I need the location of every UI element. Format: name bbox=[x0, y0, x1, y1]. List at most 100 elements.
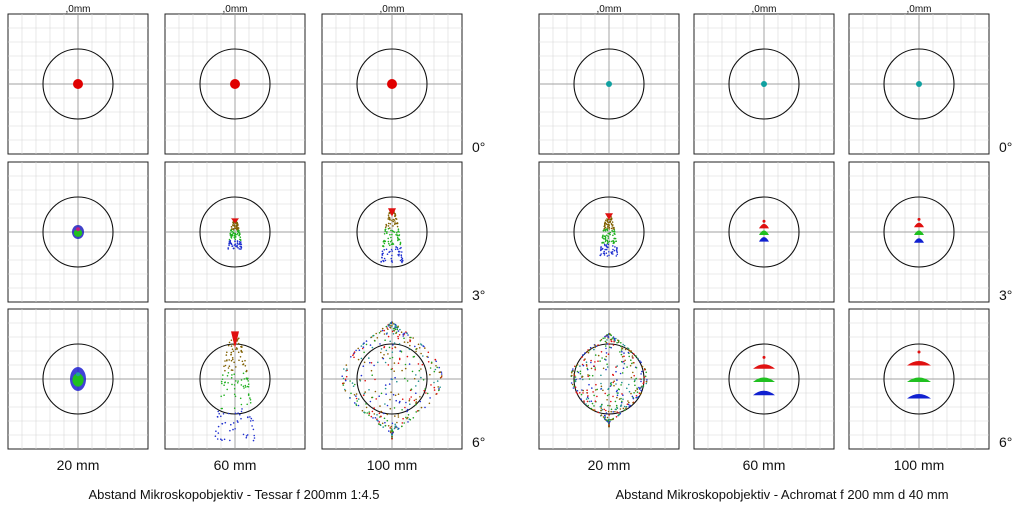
spot-ray bbox=[378, 423, 381, 426]
spot-ray bbox=[595, 383, 597, 386]
spot-ray bbox=[239, 239, 242, 242]
spot-ray bbox=[370, 336, 373, 339]
spot-ray bbox=[241, 408, 243, 410]
spot-ray bbox=[609, 385, 612, 387]
spot-ray bbox=[402, 417, 404, 420]
spot-ray bbox=[407, 414, 410, 416]
distance-label: 60 mm bbox=[214, 457, 257, 473]
spot-ray bbox=[612, 224, 614, 226]
spot-ray bbox=[582, 364, 585, 367]
spot-ray bbox=[411, 370, 414, 373]
spot-ray bbox=[389, 357, 391, 360]
spot-ray bbox=[220, 415, 222, 418]
spot-ray bbox=[388, 212, 391, 214]
spot-ray bbox=[233, 244, 236, 246]
spot-ray bbox=[247, 394, 250, 397]
spot-ray bbox=[585, 361, 588, 364]
spot-ray bbox=[237, 421, 239, 423]
spot-ray bbox=[601, 408, 604, 411]
spot-ray bbox=[609, 405, 611, 407]
spot-ray bbox=[412, 337, 415, 339]
spot-ray bbox=[588, 349, 591, 352]
spot-ray bbox=[391, 438, 393, 440]
spot-ray bbox=[395, 331, 398, 334]
spot-ray bbox=[381, 250, 384, 253]
spot-ray bbox=[586, 392, 589, 394]
spot-panel bbox=[7, 308, 149, 450]
spot-ray bbox=[398, 357, 401, 360]
spot-ray bbox=[220, 395, 222, 398]
spot-ray bbox=[574, 376, 577, 378]
spot-ray bbox=[605, 412, 608, 414]
spot-ray bbox=[389, 327, 392, 329]
spot-ray bbox=[374, 417, 377, 419]
spot-ray bbox=[412, 356, 415, 358]
spot-ray bbox=[610, 227, 613, 230]
spot-ray bbox=[627, 400, 629, 402]
spot-ray bbox=[230, 369, 233, 371]
spot-ray bbox=[631, 395, 634, 398]
spot-ray bbox=[397, 362, 400, 365]
spot-ray bbox=[374, 390, 377, 393]
spot-ray bbox=[392, 243, 395, 245]
spot-ray bbox=[227, 344, 230, 347]
spot-ray bbox=[612, 230, 614, 233]
spot-ray bbox=[393, 231, 396, 233]
spot-ray bbox=[233, 373, 235, 376]
spot-ray bbox=[358, 349, 361, 352]
spot-ray bbox=[382, 245, 384, 247]
spot-ray bbox=[632, 361, 635, 364]
spot-ray bbox=[635, 366, 638, 369]
spot-ray bbox=[393, 407, 396, 409]
spot-ray bbox=[385, 393, 387, 396]
spot-ray bbox=[599, 254, 601, 257]
spot-ray bbox=[619, 412, 622, 415]
spot-ray bbox=[628, 401, 630, 404]
spot-ray bbox=[439, 371, 442, 373]
spot-ray bbox=[600, 246, 602, 248]
spot-ray bbox=[238, 359, 240, 362]
spot-ray bbox=[378, 395, 381, 398]
spot-ray bbox=[420, 406, 423, 409]
spot-ray bbox=[398, 401, 401, 404]
spot-ray bbox=[225, 354, 228, 356]
spot-ray bbox=[406, 332, 408, 335]
spot-ray bbox=[438, 366, 441, 369]
spot-ray bbox=[234, 240, 236, 242]
spot-ray bbox=[237, 380, 239, 382]
spot-ray bbox=[387, 227, 390, 230]
spot-ray bbox=[612, 344, 615, 346]
spot-ray bbox=[622, 394, 624, 397]
distance-label: 20 mm bbox=[588, 457, 631, 473]
spot-ray bbox=[352, 385, 355, 388]
spot-ray bbox=[638, 386, 640, 389]
spot-ray bbox=[230, 339, 233, 342]
spot-ray bbox=[235, 366, 237, 368]
spot-ray bbox=[607, 420, 610, 423]
airy-circle bbox=[883, 48, 955, 120]
spot-ray bbox=[393, 212, 396, 215]
spot-ray bbox=[587, 375, 589, 378]
spot-ray bbox=[575, 365, 577, 368]
spot-ray bbox=[588, 374, 591, 377]
spot-ray bbox=[629, 364, 632, 367]
spot-ray bbox=[370, 415, 373, 418]
spot-ray bbox=[227, 367, 230, 369]
spot-ray bbox=[640, 380, 642, 383]
spot-ray bbox=[604, 248, 606, 251]
figure-caption: Abstand Mikroskopobjektiv - Tessar f 200… bbox=[89, 487, 380, 502]
spot-ray bbox=[625, 405, 628, 408]
spot-ray bbox=[603, 408, 605, 411]
spot-ray bbox=[232, 350, 235, 353]
spot-ray bbox=[369, 361, 371, 364]
spot-ray bbox=[394, 221, 396, 223]
spot-ray bbox=[362, 394, 365, 397]
spot-ray bbox=[372, 335, 374, 337]
spot-ray bbox=[608, 422, 610, 424]
spot-ray bbox=[229, 439, 231, 442]
spot-ray bbox=[581, 375, 584, 378]
spot-ray bbox=[436, 393, 438, 395]
spot-ray bbox=[623, 344, 626, 347]
spot-panel: ,0mm bbox=[164, 4, 306, 155]
